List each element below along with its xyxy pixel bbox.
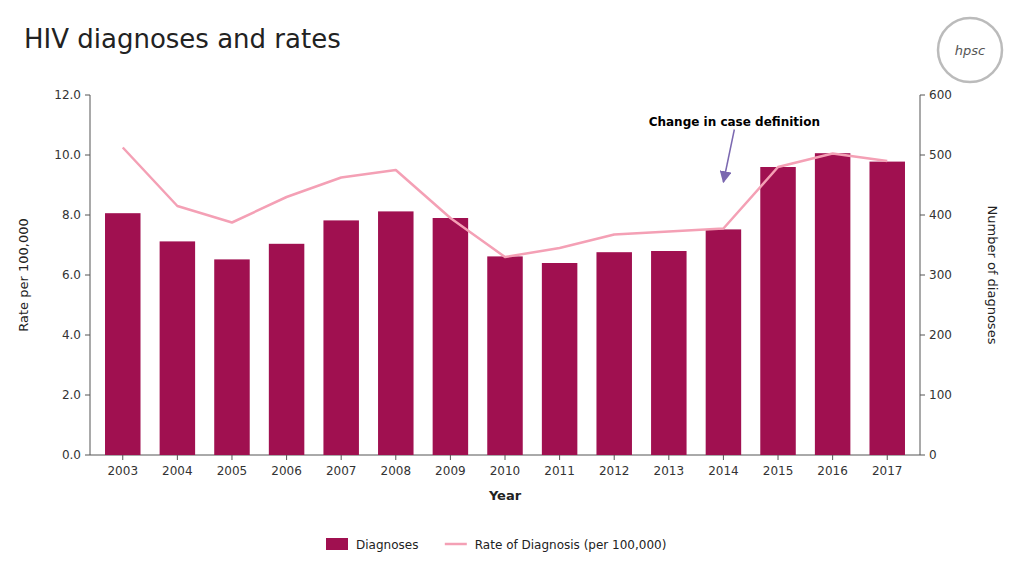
bar xyxy=(706,229,741,455)
bar xyxy=(487,256,522,455)
x-tick-label: 2010 xyxy=(490,464,521,478)
line xyxy=(123,148,887,258)
bar xyxy=(214,259,249,455)
y-tick-label: 2.0 xyxy=(62,388,81,402)
x-tick-label: 2012 xyxy=(599,464,630,478)
y2-tick-label: 600 xyxy=(929,88,952,102)
x-tick-label: 2013 xyxy=(654,464,685,478)
y2-tick xyxy=(920,455,925,456)
legend-swatch xyxy=(445,543,467,546)
x-tick-label: 2007 xyxy=(326,464,357,478)
x-tick-label: 2005 xyxy=(217,464,248,478)
y2-tick-label: 200 xyxy=(929,328,952,342)
x-tick-label: 2016 xyxy=(817,464,848,478)
x-tick-label: 2008 xyxy=(381,464,412,478)
bar xyxy=(269,244,304,455)
y-tick xyxy=(85,95,90,96)
annotation-text: Change in case definition xyxy=(649,115,820,129)
y-tick-label: 0.0 xyxy=(62,448,81,462)
y-tick xyxy=(85,155,90,156)
y-tick-label: 12.0 xyxy=(54,88,81,102)
y2-tick-label: 0 xyxy=(929,448,937,462)
bar xyxy=(651,251,686,455)
x-tick xyxy=(668,455,669,460)
bar xyxy=(105,213,140,455)
x-tick xyxy=(341,455,342,460)
x-tick xyxy=(395,455,396,460)
y2-tick-label: 400 xyxy=(929,208,952,222)
x-tick-label: 2009 xyxy=(435,464,466,478)
legend-label: Diagnoses xyxy=(356,538,418,552)
x-tick-label: 2003 xyxy=(107,464,138,478)
title: HIV diagnoses and rates xyxy=(24,24,341,54)
bar xyxy=(323,220,358,455)
bar xyxy=(760,167,795,455)
x-tick-label: 2006 xyxy=(271,464,302,478)
x-axis-label: Year xyxy=(488,488,522,503)
y2-axis-label: Number of diagnoses xyxy=(985,206,1000,345)
y-tick-label: 6.0 xyxy=(62,268,81,282)
bar xyxy=(160,241,195,455)
bar xyxy=(378,211,413,455)
x-tick xyxy=(559,455,560,460)
x-tick xyxy=(505,455,506,460)
y2-tick xyxy=(920,275,925,276)
y2-tick xyxy=(920,335,925,336)
y-axis-label: Rate per 100,000 xyxy=(16,218,31,331)
x-tick xyxy=(286,455,287,460)
legend-label: Rate of Diagnosis (per 100,000) xyxy=(475,538,667,552)
legend-swatch xyxy=(326,538,348,550)
plot-area xyxy=(105,148,905,456)
x-tick xyxy=(231,455,232,460)
y-tick-label: 10.0 xyxy=(54,148,81,162)
bar xyxy=(815,153,850,455)
annotation-arrow xyxy=(723,130,734,183)
x-tick xyxy=(887,455,888,460)
y-tick xyxy=(85,455,90,456)
x-tick xyxy=(177,455,178,460)
x-tick xyxy=(450,455,451,460)
y-tick xyxy=(85,395,90,396)
x-tick xyxy=(122,455,123,460)
chart: HIV diagnoses and rates hpsc 2003 2004 2005 2… xyxy=(0,0,1024,576)
y2-tick xyxy=(920,395,925,396)
x-tick-label: 2004 xyxy=(162,464,193,478)
y2-tick-label: 500 xyxy=(929,148,952,162)
logo-text: hpsc xyxy=(955,43,985,58)
bar xyxy=(542,263,577,455)
bar xyxy=(596,252,631,455)
bar xyxy=(869,162,904,455)
y2-tick xyxy=(920,155,925,156)
x-tick-label: 2017 xyxy=(872,464,903,478)
y2-tick-label: 100 xyxy=(929,388,952,402)
x-tick xyxy=(614,455,615,460)
x-tick xyxy=(723,455,724,460)
y-tick xyxy=(85,215,90,216)
bar xyxy=(433,218,468,455)
logo-circle xyxy=(938,18,1002,82)
x-tick xyxy=(832,455,833,460)
y-tick-label: 8.0 xyxy=(62,208,81,222)
x-tick-label: 2011 xyxy=(544,464,575,478)
x-tick-label: 2014 xyxy=(708,464,739,478)
y-tick xyxy=(85,335,90,336)
y-tick xyxy=(85,275,90,276)
y2-tick xyxy=(920,215,925,216)
y2-tick-label: 300 xyxy=(929,268,952,282)
y2-tick xyxy=(920,95,925,96)
x-tick-label: 2015 xyxy=(763,464,794,478)
legend: Diagnoses Rate of Diagnosis (per 100,000) xyxy=(326,538,666,552)
y-tick-label: 4.0 xyxy=(62,328,81,342)
x-tick xyxy=(778,455,779,460)
